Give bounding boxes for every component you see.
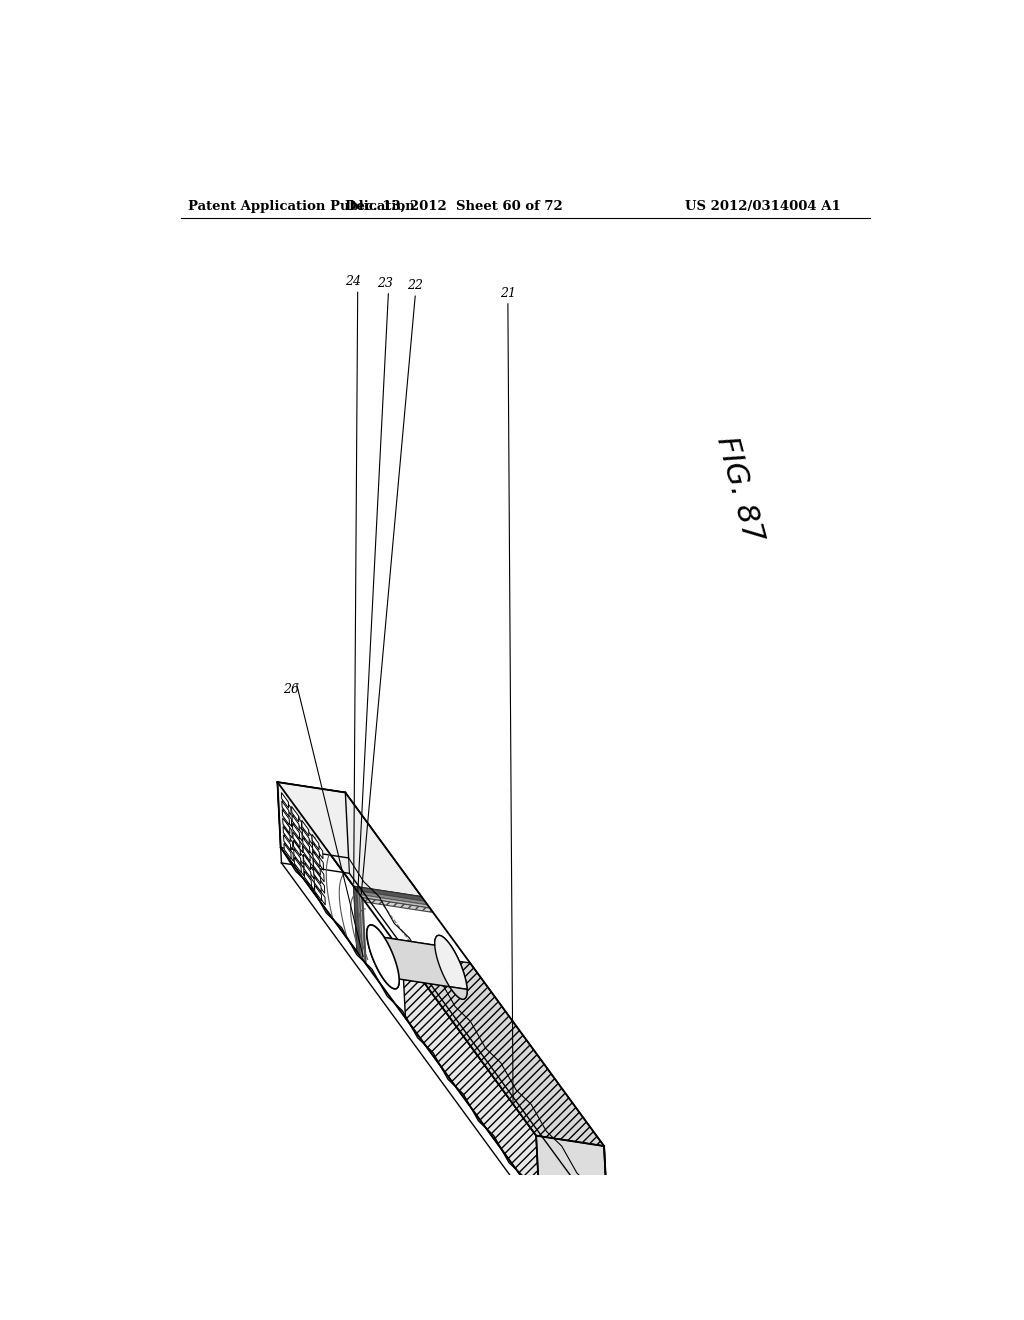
Text: Dec. 13, 2012  Sheet 60 of 72: Dec. 13, 2012 Sheet 60 of 72 (345, 199, 563, 213)
Text: 23: 23 (377, 277, 392, 289)
Polygon shape (294, 822, 302, 841)
Polygon shape (293, 824, 300, 840)
Text: 26: 26 (283, 684, 299, 696)
Polygon shape (304, 837, 313, 855)
Polygon shape (278, 781, 422, 896)
Polygon shape (316, 886, 326, 906)
Polygon shape (302, 820, 309, 836)
Polygon shape (295, 845, 303, 865)
Polygon shape (314, 876, 322, 892)
Polygon shape (303, 854, 310, 870)
Polygon shape (294, 849, 301, 865)
Polygon shape (367, 935, 467, 999)
Polygon shape (282, 801, 289, 817)
Polygon shape (357, 891, 428, 906)
Polygon shape (367, 925, 467, 990)
Polygon shape (283, 809, 290, 825)
Polygon shape (402, 953, 540, 1201)
Polygon shape (353, 886, 425, 902)
Polygon shape (285, 830, 293, 850)
Polygon shape (367, 925, 399, 989)
Polygon shape (302, 837, 310, 853)
Polygon shape (357, 891, 362, 960)
Polygon shape (283, 818, 290, 834)
Polygon shape (312, 842, 319, 858)
Polygon shape (302, 829, 309, 845)
Polygon shape (312, 834, 319, 850)
Polygon shape (359, 895, 430, 908)
Polygon shape (293, 832, 300, 847)
Polygon shape (306, 871, 314, 891)
Polygon shape (537, 1135, 607, 1212)
Polygon shape (435, 936, 467, 999)
Polygon shape (361, 898, 367, 965)
Polygon shape (283, 808, 292, 826)
Polygon shape (303, 846, 310, 862)
Polygon shape (283, 796, 291, 816)
Polygon shape (312, 851, 319, 867)
Polygon shape (293, 841, 300, 855)
Polygon shape (284, 820, 292, 838)
Polygon shape (314, 884, 322, 900)
Polygon shape (295, 857, 304, 876)
Text: 24: 24 (345, 275, 361, 288)
Text: Patent Application Publication: Patent Application Publication (188, 199, 415, 213)
Polygon shape (314, 840, 323, 859)
Polygon shape (294, 857, 301, 873)
Polygon shape (361, 898, 433, 912)
Polygon shape (292, 807, 299, 822)
Text: FIG. 87: FIG. 87 (711, 433, 767, 545)
Polygon shape (278, 781, 357, 952)
Polygon shape (304, 871, 311, 887)
Polygon shape (315, 863, 325, 882)
Polygon shape (316, 874, 325, 894)
Polygon shape (315, 851, 324, 870)
Polygon shape (282, 792, 289, 808)
Polygon shape (313, 859, 321, 875)
Polygon shape (294, 834, 303, 853)
Polygon shape (353, 886, 360, 956)
Polygon shape (285, 842, 294, 862)
Polygon shape (402, 953, 604, 1146)
Polygon shape (313, 869, 321, 883)
Polygon shape (304, 863, 311, 878)
Polygon shape (292, 814, 299, 830)
Polygon shape (293, 810, 302, 830)
Polygon shape (304, 825, 312, 845)
Polygon shape (284, 843, 291, 859)
Polygon shape (284, 834, 291, 850)
Text: 22: 22 (408, 279, 424, 292)
Polygon shape (283, 826, 291, 842)
Polygon shape (305, 849, 313, 867)
Polygon shape (305, 859, 314, 879)
Polygon shape (278, 781, 348, 858)
Polygon shape (359, 895, 366, 964)
Text: 21: 21 (500, 286, 516, 300)
Text: US 2012/0314004 A1: US 2012/0314004 A1 (685, 199, 841, 213)
